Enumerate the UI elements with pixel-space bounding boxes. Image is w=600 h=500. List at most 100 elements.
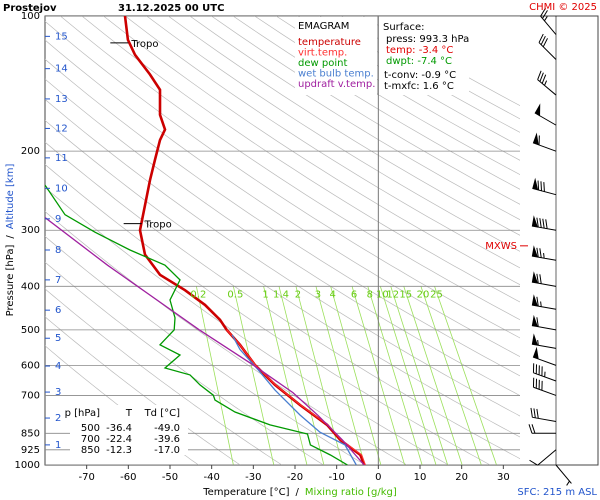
barb-shape: [531, 215, 557, 231]
dry-adiabat: [167, 16, 520, 236]
sounding-line: [45, 216, 365, 465]
wind-barb: [532, 132, 557, 152]
altitude-label: 13: [55, 94, 68, 105]
altitude-label: 2: [55, 413, 61, 424]
dry-adiabat: [45, 20, 520, 339]
altitude-label: 3: [55, 387, 61, 398]
legend-entry: dew point: [298, 58, 347, 69]
table-header: Td [°C]: [144, 408, 181, 419]
y-tick-label: 700: [21, 390, 40, 401]
mixing-ratio-line: [232, 286, 275, 465]
y-tick-label: 1000: [15, 460, 40, 471]
separator: /: [5, 235, 16, 239]
y-tick-label: 850: [21, 428, 40, 439]
x-tick-label: 10: [414, 472, 427, 483]
mixing-ratio-label: 4: [329, 289, 335, 300]
mixing-ratio-line: [367, 286, 423, 465]
surface-line: t-conv: -0.9 °C: [384, 70, 456, 81]
altitude-label: 12: [55, 123, 68, 134]
wind-barb: [532, 363, 557, 382]
legend-entry: virt.temp.: [298, 48, 347, 59]
background-lines: [45, 16, 520, 465]
barb-shape: [538, 33, 557, 60]
mixing-ratio-label: 0.2: [190, 289, 206, 300]
surface-line: dwpt: -7.4 °C: [386, 56, 452, 67]
wind-barb: [555, 464, 572, 486]
wind-barb: [534, 103, 557, 126]
wind-barb: [529, 449, 557, 466]
dry-adiabat: [211, 16, 520, 205]
barb-shape: [529, 449, 557, 466]
y-label: Pressure [hPa]: [5, 245, 16, 317]
legend-entry: updraft v.temp.: [298, 79, 375, 90]
dry-adiabat: [146, 16, 520, 252]
x-tick-label: -50: [162, 472, 178, 483]
barb-shape: [532, 177, 557, 196]
barb-shape: [532, 377, 557, 396]
table-cell: 850: [81, 445, 100, 456]
wind-barb: [531, 333, 557, 349]
sounding-line: [45, 184, 348, 465]
altitude-label: 9: [55, 214, 61, 225]
wind-barb: [532, 377, 557, 396]
wind-barb: [530, 407, 557, 422]
wind-barb: [528, 424, 556, 434]
table-cell: -36.4: [106, 423, 132, 434]
y-tick-label: 200: [21, 146, 40, 157]
curves: [45, 16, 366, 465]
dry-adiabat: [45, 39, 520, 358]
sounding-line: [231, 334, 357, 465]
x-tick-label: 0: [375, 472, 381, 483]
credit: CHMI © 2025: [529, 2, 597, 13]
mixing-ratio-line: [330, 286, 382, 465]
mixing-ratio-line: [263, 286, 308, 465]
wind-barb: [540, 7, 557, 35]
mixing-ratio-label: 1.4: [273, 289, 289, 300]
mixing-ratio-label: 0.5: [227, 289, 243, 300]
mixing-ratio-label: 15: [399, 289, 412, 300]
x-tick-label: 20: [455, 472, 468, 483]
wind-barb: [537, 70, 557, 96]
legend-entry: wet bulb temp.: [298, 69, 374, 80]
table-cell: -22.4: [106, 434, 132, 445]
mixing-ratio-line: [403, 286, 463, 465]
barb-shape: [537, 70, 557, 96]
barb-shape: [532, 346, 557, 366]
surface-box: [379, 17, 469, 95]
dry-adiabat: [103, 16, 520, 286]
mixing-ratio-line: [434, 286, 497, 465]
separator: /: [296, 487, 300, 498]
barb-shape: [532, 363, 557, 382]
mixing-ratio-line: [390, 286, 449, 465]
surface-line: temp: -3.4 °C: [386, 45, 453, 56]
wind-barb: [532, 177, 557, 196]
x-tick-label: -40: [203, 472, 219, 483]
table-cell: 700: [81, 434, 100, 445]
y-axis-label: Pressure [hPa] / Altitude [km]: [5, 164, 16, 317]
x-tick-label: -20: [287, 472, 303, 483]
altitude-label: 7: [55, 275, 61, 286]
table-cell: 500: [81, 423, 100, 434]
altitude-label: 14: [55, 64, 68, 75]
dry-adiabat: [124, 16, 520, 269]
altitude-label: 11: [55, 153, 68, 164]
legend-box: [295, 17, 377, 95]
sounding-line: [226, 329, 366, 465]
x-axis-label: Temperature [°C] / Mixing ratio [g/kg]: [202, 487, 397, 498]
tropopause-label: Tropo: [130, 39, 158, 50]
barb-shape: [531, 333, 557, 349]
wind-barb: [531, 271, 557, 287]
mixing-ratio-label: 25: [430, 289, 443, 300]
barb-shape: [531, 245, 557, 261]
barb-shape: [534, 103, 557, 126]
dry-adiabat: [45, 78, 520, 397]
mixing-ratio-line: [420, 286, 482, 465]
mixing-ratio-label: 2: [295, 289, 301, 300]
table-cell: -12.3: [106, 445, 132, 456]
y-tick-label: 600: [21, 360, 40, 371]
surface-line: press: 993.3 hPa: [386, 34, 469, 45]
wind-barb: [531, 294, 557, 310]
